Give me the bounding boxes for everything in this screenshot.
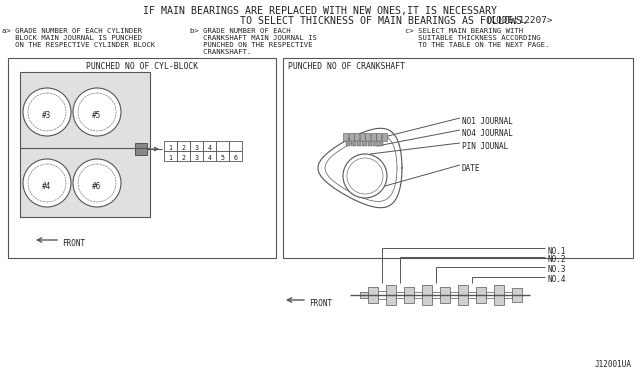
Bar (494, 285, 504, 305)
Text: 4: 4 (207, 154, 211, 160)
Bar (362, 141, 367, 146)
Text: 5: 5 (221, 154, 225, 160)
Bar (373, 141, 378, 146)
Bar (486, 292, 494, 298)
Bar (378, 141, 383, 146)
Bar (367, 141, 372, 146)
Text: FRONT: FRONT (62, 238, 85, 247)
Text: PIN JOUNAL: PIN JOUNAL (462, 141, 508, 151)
Circle shape (28, 164, 66, 202)
Bar (203, 151, 216, 161)
Bar (512, 288, 522, 302)
Bar (349, 133, 353, 141)
Circle shape (343, 154, 387, 198)
Bar (432, 292, 440, 298)
Text: a> GRADE NUMBER OF EACH CYLINDER: a> GRADE NUMBER OF EACH CYLINDER (2, 28, 142, 34)
Bar (458, 285, 468, 305)
Text: #5: #5 (92, 110, 102, 119)
Bar (381, 133, 387, 141)
Bar (450, 292, 458, 298)
Text: NO4 JOURNAL: NO4 JOURNAL (462, 128, 513, 138)
Bar (351, 141, 355, 146)
Text: 4: 4 (207, 144, 211, 151)
Text: J12001UA: J12001UA (595, 360, 632, 369)
Bar (404, 287, 414, 303)
Text: 1: 1 (168, 144, 173, 151)
Text: b> GRADE NUMBER OF EACH: b> GRADE NUMBER OF EACH (190, 28, 291, 34)
Bar (283, 58, 633, 258)
Text: NO.4: NO.4 (547, 276, 566, 285)
Text: 2: 2 (182, 144, 186, 151)
Bar (378, 291, 386, 299)
Bar (368, 287, 378, 303)
Circle shape (347, 158, 383, 194)
Bar (376, 133, 381, 141)
Bar (422, 285, 432, 305)
Bar (229, 141, 242, 151)
Text: BLOCK MAIN JOURNAL IS PUNCHED: BLOCK MAIN JOURNAL IS PUNCHED (2, 35, 142, 41)
Text: #6: #6 (92, 182, 102, 190)
Bar (371, 133, 376, 141)
Bar (476, 287, 486, 303)
Text: PUNCHED NO OF CYL-BLOCK: PUNCHED NO OF CYL-BLOCK (86, 62, 198, 71)
Bar (203, 141, 216, 151)
Text: PUNCHED NO OF CRANKSHAFT: PUNCHED NO OF CRANKSHAFT (288, 62, 405, 71)
Bar (365, 133, 370, 141)
Text: CRANKSHAFT.: CRANKSHAFT. (190, 49, 252, 55)
Bar (164, 141, 177, 151)
Text: CRANKSHAFT MAIN JOURNAL IS: CRANKSHAFT MAIN JOURNAL IS (190, 35, 317, 41)
Text: NO.3: NO.3 (547, 266, 566, 275)
Bar (216, 141, 229, 151)
Text: FRONT: FRONT (309, 298, 332, 308)
Bar (135, 143, 147, 155)
Text: NO.1: NO.1 (547, 247, 566, 256)
Circle shape (73, 88, 121, 136)
Text: TO THE TABLE ON THE NEXT PAGE.: TO THE TABLE ON THE NEXT PAGE. (405, 42, 549, 48)
Circle shape (23, 88, 71, 136)
Bar (190, 141, 203, 151)
Text: SUITABLE THICKNESS ACCORDING: SUITABLE THICKNESS ACCORDING (405, 35, 541, 41)
Text: TO SELECT THICKNESS OF MAIN BEARINGS AS FOLLOWS.: TO SELECT THICKNESS OF MAIN BEARINGS AS … (240, 16, 528, 26)
Bar (177, 141, 190, 151)
Text: c> SELECT MAIN BEARING WITH: c> SELECT MAIN BEARING WITH (405, 28, 523, 34)
Bar (343, 133, 348, 141)
Bar (8, 58, 276, 258)
Circle shape (28, 93, 66, 131)
Circle shape (23, 159, 71, 207)
Text: 3: 3 (195, 144, 198, 151)
Circle shape (78, 164, 116, 202)
Text: DATE: DATE (462, 164, 481, 173)
Text: NO.2: NO.2 (547, 256, 566, 264)
Bar (216, 151, 229, 161)
Bar (20, 72, 150, 217)
Bar (360, 292, 368, 298)
Bar (396, 292, 404, 298)
Bar (177, 151, 190, 161)
Bar (229, 151, 242, 161)
Text: PUNCHED ON THE RESPECTIVE: PUNCHED ON THE RESPECTIVE (190, 42, 312, 48)
Text: IF MAIN BEARINGS ARE REPLACED WITH NEW ONES,IT IS NECESSARY: IF MAIN BEARINGS ARE REPLACED WITH NEW O… (143, 6, 497, 16)
Text: NO1 JOURNAL: NO1 JOURNAL (462, 116, 513, 125)
Text: 1: 1 (168, 154, 173, 160)
Bar (346, 141, 350, 146)
Text: 6: 6 (234, 154, 237, 160)
Bar (356, 141, 361, 146)
Bar (164, 151, 177, 161)
Text: ON THE RESPECTIVE CYLINDER BLOCK: ON THE RESPECTIVE CYLINDER BLOCK (2, 42, 155, 48)
Bar (504, 292, 512, 298)
Bar (360, 133, 365, 141)
Circle shape (78, 93, 116, 131)
Bar (468, 292, 476, 298)
Circle shape (73, 159, 121, 207)
Bar (440, 287, 450, 303)
Text: 3: 3 (195, 154, 198, 160)
Bar (414, 292, 422, 298)
Text: 2: 2 (182, 154, 186, 160)
Text: (CODE;12207>: (CODE;12207> (485, 16, 552, 25)
Bar (354, 133, 359, 141)
Text: #4: #4 (42, 182, 52, 190)
Bar (190, 151, 203, 161)
Text: #3: #3 (42, 110, 52, 119)
Bar (386, 285, 396, 305)
